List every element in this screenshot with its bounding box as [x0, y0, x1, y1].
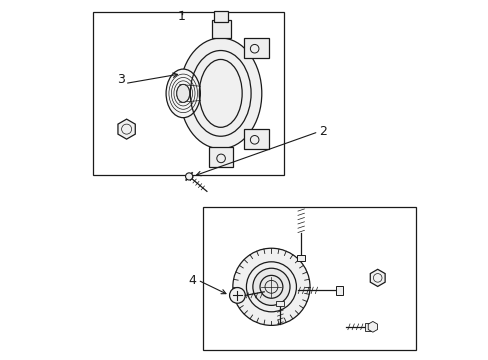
Bar [364, 323, 371, 331]
Bar [335, 286, 342, 295]
Bar [209, 147, 232, 167]
Ellipse shape [166, 69, 200, 118]
Text: 4: 4 [188, 274, 196, 287]
Bar [214, 11, 227, 22]
Text: 3: 3 [117, 73, 125, 86]
Bar [244, 129, 268, 149]
Bar [296, 255, 305, 261]
Text: 1: 1 [178, 10, 185, 23]
Bar [276, 301, 284, 306]
Ellipse shape [177, 85, 189, 102]
Bar [93, 12, 283, 175]
Ellipse shape [179, 38, 261, 149]
Text: 2: 2 [319, 125, 327, 138]
Bar [244, 38, 268, 58]
Bar [211, 20, 231, 38]
Ellipse shape [252, 268, 289, 305]
Ellipse shape [185, 173, 192, 180]
Bar [203, 207, 415, 350]
Ellipse shape [229, 288, 245, 303]
Ellipse shape [232, 248, 309, 325]
